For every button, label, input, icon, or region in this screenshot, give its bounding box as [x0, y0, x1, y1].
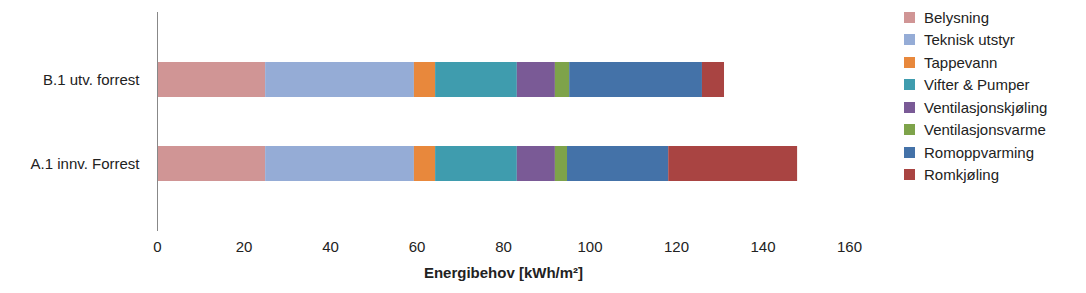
- svg-text:160: 160: [837, 238, 862, 255]
- svg-text:40: 40: [322, 238, 339, 255]
- svg-text:Energibehov [kWh/m²]: Energibehov [kWh/m²]: [424, 264, 583, 281]
- html-text:Ventilasjonskjøling: Ventilasjonskjøling: [924, 98, 1048, 116]
- svg-text:60: 60: [409, 238, 426, 255]
- svg-text:140: 140: [750, 238, 775, 255]
- html-text:Romkjøling: Romkjøling: [924, 166, 999, 184]
- svg-text:120: 120: [664, 238, 689, 255]
- html-text:Romoppvarming: Romoppvarming: [924, 143, 1034, 161]
- html-text:Ventilasjonsvarme: Ventilasjonsvarme: [924, 121, 1046, 139]
- svg-text:0: 0: [153, 238, 161, 255]
- svg-text:A.1 innv. Forrest: A.1 innv. Forrest: [31, 155, 141, 172]
- html-text:Tappevann: Tappevann: [924, 53, 998, 71]
- html-text:Teknisk utstyr: Teknisk utstyr: [924, 31, 1015, 49]
- svg-text:100: 100: [577, 238, 602, 255]
- svg-text:B.1 utv. forrest: B.1 utv. forrest: [43, 71, 140, 88]
- html-text:Vifter & Pumper: Vifter & Pumper: [924, 76, 1030, 94]
- svg-text:80: 80: [495, 238, 512, 255]
- html-text:Belysning: Belysning: [924, 8, 989, 26]
- svg-text:20: 20: [236, 238, 253, 255]
